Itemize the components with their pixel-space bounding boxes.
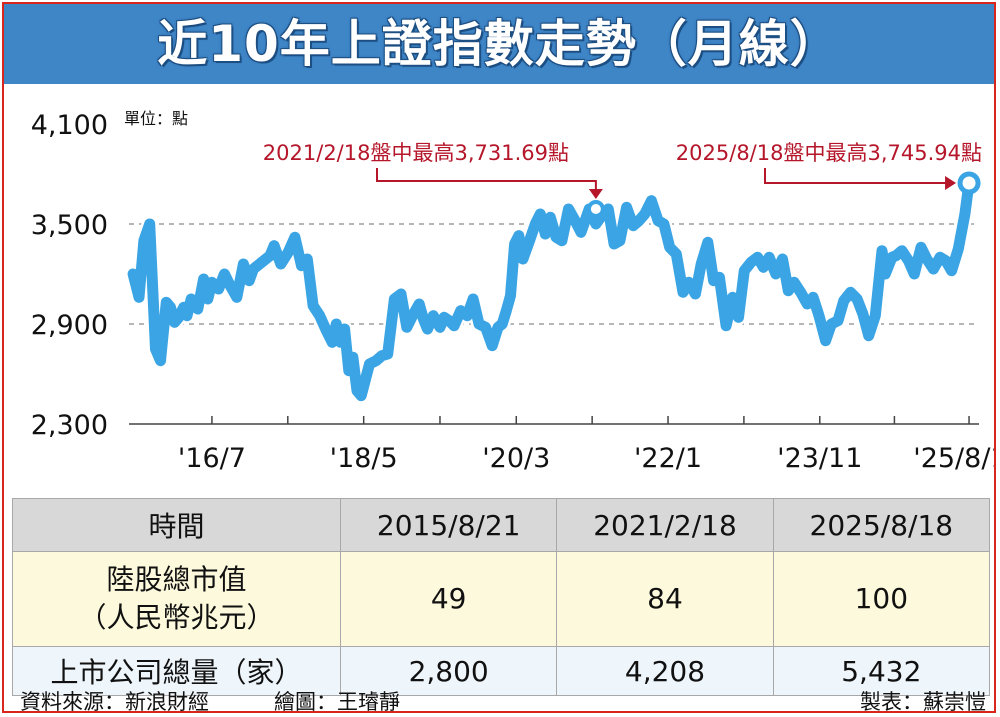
annotation-2025-peak: 2025/8/18盤中最高3,745.94點 <box>676 141 982 165</box>
y-tick-label: 2,300 <box>31 410 108 441</box>
credit-drawn-by: 繪圖：王璿靜 <box>274 690 400 713</box>
table-cell: 4,208 <box>556 646 774 696</box>
table-cell: 5,432 <box>772 646 991 696</box>
x-tick-label: '20/3 <box>482 443 550 474</box>
y-tick-label: 4,100 <box>31 110 108 141</box>
x-tick-label: '22/1 <box>634 443 702 474</box>
annotation-2021-arrowhead <box>588 189 603 199</box>
annotation-2021-peak: 2021/2/18盤中最高3,731.69點 <box>263 141 569 165</box>
y-tick-label: 3,500 <box>31 210 108 241</box>
credits-footer: 資料來源：新浪財經 繪圖：王璿靜 製表：蘇崇愷 <box>20 686 986 713</box>
data-table: 時間 2015/8/21 2021/2/18 2025/8/18 陸股總市值 （… <box>12 498 991 696</box>
table-row: 上市公司總量（家） 2,800 4,208 5,432 <box>12 646 991 696</box>
x-tick-label: '25/8/18 <box>913 443 994 474</box>
table-header-time: 時間 <box>12 498 341 552</box>
unit-label: 單位：點 <box>124 109 188 128</box>
annotation-layer: 2021/2/18盤中最高3,731.69點 2025/8/18盤中最高3,745… <box>263 141 982 218</box>
row-label-line1: 陸股總市值 <box>106 563 247 596</box>
table-cell: 100 <box>772 551 991 647</box>
row-label-market-cap: 陸股總市值 （人民幣兆元） <box>12 551 341 647</box>
table-header-date-2: 2021/2/18 <box>556 498 774 552</box>
row-label-line2: （人民幣兆元） <box>78 601 275 634</box>
credit-source: 資料來源：新浪財經 <box>20 690 209 713</box>
annotation-2021-leader <box>376 168 597 193</box>
series-line <box>127 177 975 402</box>
series-layer <box>125 175 977 404</box>
table-cell: 49 <box>339 551 558 647</box>
annotation-2025-arrowhead <box>945 176 957 190</box>
table-header-row: 時間 2015/8/21 2021/2/18 2025/8/18 <box>12 498 991 552</box>
x-tick-label: '23/11 <box>777 443 862 474</box>
peak-marker-2025 <box>957 171 981 195</box>
table-cell: 2,800 <box>339 646 558 696</box>
axis-tick-layer: 4,100 3,500 2,900 2,300 '16/7 '18/5 '20/3 '22/1… <box>31 110 994 474</box>
credit-table-by: 製表：蘇崇愷 <box>860 690 986 713</box>
x-tick-label: '16/7 <box>178 443 246 474</box>
x-tick-label: '18/5 <box>330 443 398 474</box>
table-cell: 84 <box>556 551 774 647</box>
title-bar: 近10年上證指數走勢（月線） <box>4 4 994 84</box>
grid-layer <box>129 223 979 425</box>
line-chart: 4,100 3,500 2,900 2,300 '16/7 '18/5 '20/3 '22/1… <box>31 109 994 474</box>
table-row: 陸股總市值 （人民幣兆元） 49 84 100 <box>12 551 991 647</box>
annotation-2025-leader <box>764 168 950 184</box>
row-label-listed-companies: 上市公司總量（家） <box>12 646 341 696</box>
y-tick-label: 2,900 <box>31 310 108 341</box>
peak-marker-2021 <box>586 200 605 218</box>
table-header-date-3: 2025/8/18 <box>772 498 991 552</box>
table-header-date-1: 2015/8/21 <box>339 498 558 552</box>
chart-title: 近10年上證指數走勢（月線） <box>157 15 841 73</box>
